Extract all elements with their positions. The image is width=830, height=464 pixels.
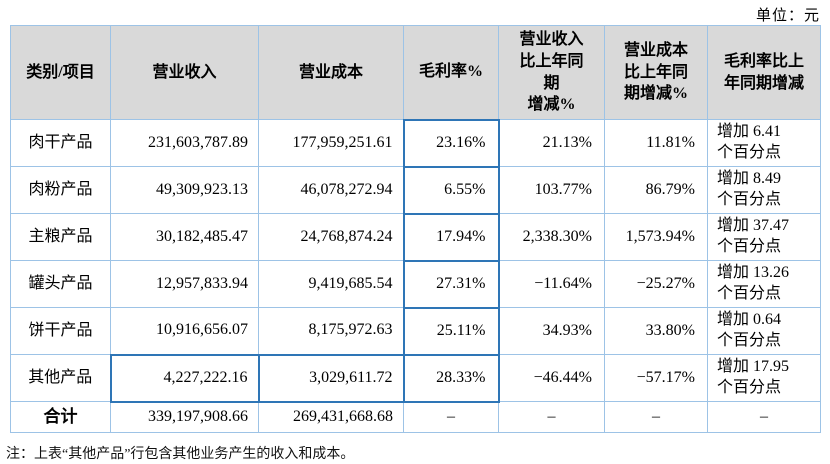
col-header-revenue-yoy: 营业收入 比上年同 期 增减% [498,25,605,120]
col-header-margin-yoy: 毛利率比上 年同期增减 [707,25,821,120]
cell-revenue-yoy: 103.77% [498,166,605,214]
cell-margin-yoy: 增加 13.26 个百分点 [707,260,821,308]
cell-gross-margin: 23.16% [402,118,500,168]
cell-revenue-yoy: 2,338.30% [498,213,605,261]
table-row-dried-meat: 肉干产品 231,603,787.89 177,959,251.61 23.16… [10,118,821,168]
cell-cost: 3,029,611.72 [257,353,405,403]
cell-revenue: 231,603,787.89 [110,119,259,167]
table-row-canned: 罐头产品 12,957,833.94 9,419,685.54 27.31% −… [10,259,821,309]
cell-revenue: 30,182,485.47 [110,213,259,261]
cell-cost: 8,175,972.63 [258,307,404,355]
col-header-revenue: 营业收入 [110,25,259,120]
cell-margin-yoy: 增加 37.47 个百分点 [707,213,821,261]
cell-category: 其他产品 [10,354,111,402]
cell-total-label: 合计 [10,401,111,433]
cell-gross-margin: 17.94% [402,212,500,262]
cell-category: 饼干产品 [10,307,111,355]
table-row-staple-food: 主粮产品 30,182,485.47 24,768,874.24 17.94% … [10,212,821,262]
cell-revenue-yoy: 34.93% [498,307,605,355]
cell-category: 罐头产品 [10,260,111,308]
cell-cost-yoy: −25.27% [604,260,708,308]
cell-total-margin-yoy: – [707,401,821,433]
table-row-other: 其他产品 4,227,222.16 3,029,611.72 28.33% −4… [10,353,821,403]
cell-revenue: 10,916,656.07 [110,307,259,355]
footnote: 注：上表“其他产品”行包含其他业务产生的收入和成本。 [6,447,355,462]
cell-category: 肉干产品 [10,119,111,167]
cell-total-revenue-yoy: – [498,401,605,433]
cell-revenue: 49,309,923.13 [110,166,259,214]
table-header-row: 类别/项目 营业收入 营业成本 毛利率% 营业收入 比上年同 期 增减% 营业成… [10,25,821,120]
unit-label: 单位：元 [755,8,820,24]
cell-revenue: 4,227,222.16 [109,353,260,403]
cell-category: 肉粉产品 [10,166,111,214]
cell-revenue: 12,957,833.94 [110,260,259,308]
cell-cost: 177,959,251.61 [258,119,404,167]
cell-cost-yoy: 11.81% [604,119,708,167]
table-total-row: 合计 339,197,908.66 269,431,668.68 – – – – [10,401,821,433]
cell-margin-yoy: 增加 6.41 个百分点 [707,119,821,167]
cell-revenue-yoy: −46.44% [498,354,605,402]
col-header-cost: 营业成本 [258,25,404,120]
table-row-biscuit: 饼干产品 10,916,656.07 8,175,972.63 25.11% 3… [10,306,821,356]
cell-total-cost: 269,431,668.68 [258,401,404,433]
cell-gross-margin: 27.31% [402,259,500,309]
cell-cost: 9,419,685.54 [258,260,404,308]
col-header-gross-margin: 毛利率% [403,25,499,120]
cell-cost-yoy: 86.79% [604,166,708,214]
cell-cost: 24,768,874.24 [258,213,404,261]
table-row-meat-powder: 肉粉产品 49,309,923.13 46,078,272.94 6.55% 1… [10,165,821,215]
cell-category: 主粮产品 [10,213,111,261]
col-header-category: 类别/项目 [10,25,111,120]
cell-gross-margin: 25.11% [402,306,500,356]
col-header-cost-yoy: 营业成本 比上年同 期增减% [604,25,708,120]
cell-revenue-yoy: 21.13% [498,119,605,167]
cell-total-revenue: 339,197,908.66 [110,401,259,433]
cell-cost-yoy: 33.80% [604,307,708,355]
cell-total-gross-margin: – [403,401,499,433]
cell-cost-yoy: 1,573.94% [604,213,708,261]
cell-gross-margin: 28.33% [402,353,500,403]
cell-cost: 46,078,272.94 [258,166,404,214]
cell-margin-yoy: 增加 17.95 个百分点 [707,354,821,402]
margin-by-product-table: 类别/项目 营业收入 营业成本 毛利率% 营业收入 比上年同 期 增减% 营业成… [10,25,821,433]
cell-cost-yoy: −57.17% [604,354,708,402]
cell-margin-yoy: 增加 0.64 个百分点 [707,307,821,355]
cell-margin-yoy: 增加 8.49 个百分点 [707,166,821,214]
cell-revenue-yoy: −11.64% [498,260,605,308]
cell-gross-margin: 6.55% [402,165,500,215]
cell-total-cost-yoy: – [604,401,708,433]
